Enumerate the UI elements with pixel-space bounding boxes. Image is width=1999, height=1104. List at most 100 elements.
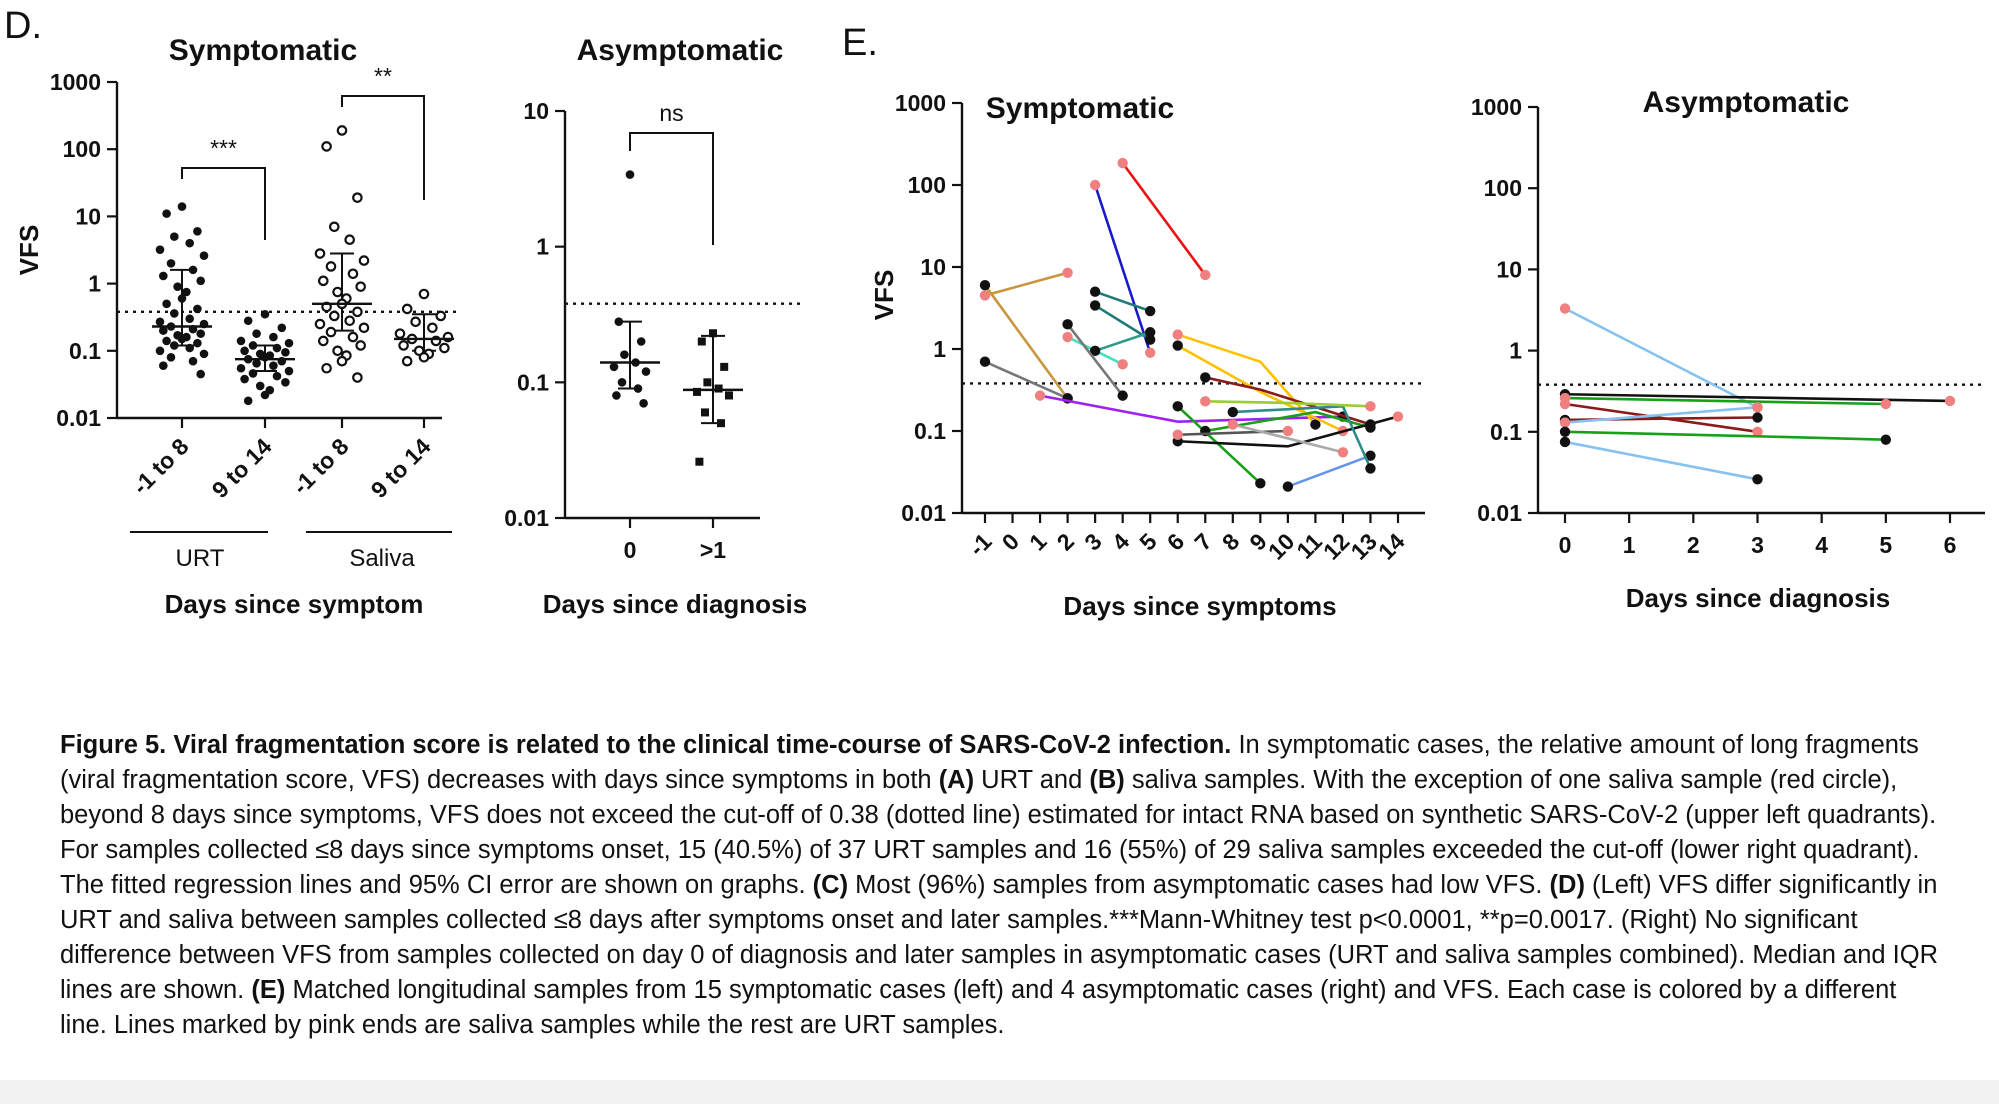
- data-point: [284, 366, 294, 376]
- series-start-point: [1200, 372, 1211, 383]
- x-axis-title: Days since symptoms: [1063, 591, 1336, 621]
- data-point: [328, 310, 340, 322]
- series-end-point: [1255, 478, 1266, 489]
- series-end-point: [1145, 347, 1156, 358]
- data-point: [236, 363, 246, 373]
- series-end-point: [1752, 412, 1763, 423]
- y-tick-label: 0.01: [56, 405, 101, 431]
- data-point: [284, 338, 294, 348]
- data-point: [170, 309, 179, 318]
- series-start-point: [1559, 436, 1571, 448]
- series-start-point: [1559, 417, 1571, 428]
- data-point: [177, 294, 187, 303]
- series-end-point: [1752, 474, 1763, 485]
- series-line: [1564, 396, 1886, 406]
- data-point: [639, 399, 648, 408]
- x-tick-label: -1 to 8: [287, 433, 353, 499]
- series-line: [1094, 290, 1151, 313]
- data-point: [358, 255, 370, 266]
- data-point: [398, 340, 409, 351]
- series-start-point: [1172, 401, 1183, 412]
- significance-bracket: [181, 167, 266, 240]
- y-tick-label: 1000: [50, 69, 101, 95]
- data-point: [717, 419, 725, 428]
- data-point: [240, 374, 249, 384]
- x-tick-label: 0: [624, 537, 637, 563]
- data-point: [240, 346, 249, 356]
- group-label-urt: URT: [176, 545, 225, 572]
- series-end-point: [1944, 395, 1956, 407]
- data-point: [173, 282, 182, 291]
- data-point: [182, 287, 191, 297]
- series-start-point: [979, 279, 991, 291]
- series-start-point: [1559, 398, 1571, 410]
- y-tick-label: 1: [536, 234, 549, 260]
- data-point: [636, 337, 646, 346]
- data-point: [725, 391, 733, 400]
- series-end-point: [1392, 411, 1404, 422]
- series-end-point: [1145, 305, 1156, 317]
- x-axis-title: Days since diagnosis: [543, 589, 807, 619]
- series-start-point: [1227, 419, 1239, 430]
- data-point: [612, 391, 621, 400]
- x-tick-label: 2: [1052, 528, 1079, 555]
- panel-letter-e: E.: [842, 22, 878, 64]
- data-point: [394, 328, 406, 339]
- data-point: [252, 329, 261, 338]
- series-start-point: [1227, 406, 1239, 418]
- data-point: [344, 234, 355, 246]
- chart-d-asymptomatic: Asymptomatic 0.01 0.1 1 10 0 >1 Days since diag…: [504, 34, 807, 619]
- y-axis-title: VFS: [869, 270, 899, 321]
- x-axis-title: Days since diagnosis: [1626, 583, 1890, 613]
- data-point: [609, 362, 619, 372]
- data-point: [272, 343, 282, 353]
- series-line: [1205, 400, 1371, 408]
- y-tick-label: 0.1: [69, 338, 101, 364]
- x-tick-label: 1: [1024, 528, 1052, 556]
- series-line: [1177, 429, 1288, 437]
- x-tick-label: 3: [1079, 528, 1106, 555]
- x-tick-label: 3: [1751, 532, 1764, 558]
- bottom-strip: [0, 1080, 1999, 1104]
- data-point: [185, 238, 194, 248]
- data-point: [159, 361, 168, 371]
- data-point: [193, 304, 202, 314]
- series-start-point: [1172, 429, 1183, 440]
- y-tick-label: 0.01: [1477, 500, 1522, 526]
- x-tick-label: 9 to 14: [366, 433, 436, 503]
- data-point: [269, 332, 278, 342]
- y-tick-label: 100: [63, 136, 101, 162]
- chart-e-asymptomatic: Asymptomatic 0.01 0.1 1 10 100 1000 0 1 2 3 4 5 6 Days…: [1471, 86, 1985, 613]
- x-tick-label: 4: [1815, 532, 1828, 558]
- data-point: [193, 227, 202, 236]
- x-tick-label: >1: [700, 537, 726, 563]
- data-point: [641, 367, 651, 376]
- series-line: [1066, 323, 1124, 397]
- data-point: [314, 318, 326, 330]
- series-start-point: [979, 356, 991, 367]
- data-point: [321, 362, 332, 374]
- data-point: [625, 170, 635, 179]
- series-line: [1177, 415, 1399, 448]
- y-tick-label: 0.01: [504, 505, 549, 531]
- data-point: [336, 125, 348, 136]
- series-end-point: [1880, 398, 1892, 410]
- y-tick-label: 100: [1484, 175, 1522, 201]
- series-line: [1205, 410, 1371, 433]
- x-tick-label: -1: [964, 528, 997, 561]
- series-end-point: [1145, 334, 1156, 345]
- caption-title: Figure 5. Viral fragmentation score is r…: [60, 731, 1232, 759]
- data-point: [162, 336, 171, 346]
- series-end-point: [1752, 402, 1763, 413]
- series-end-point: [1200, 269, 1211, 281]
- y-tick-label: 0.1: [914, 418, 946, 444]
- data-point: [243, 316, 253, 326]
- series-end-point: [1062, 267, 1073, 278]
- data-point: [714, 384, 723, 393]
- data-point: [269, 361, 278, 371]
- data-point: [159, 326, 168, 335]
- y-tick-label: 0.01: [901, 500, 946, 526]
- caption-ref-e: (E): [251, 976, 286, 1004]
